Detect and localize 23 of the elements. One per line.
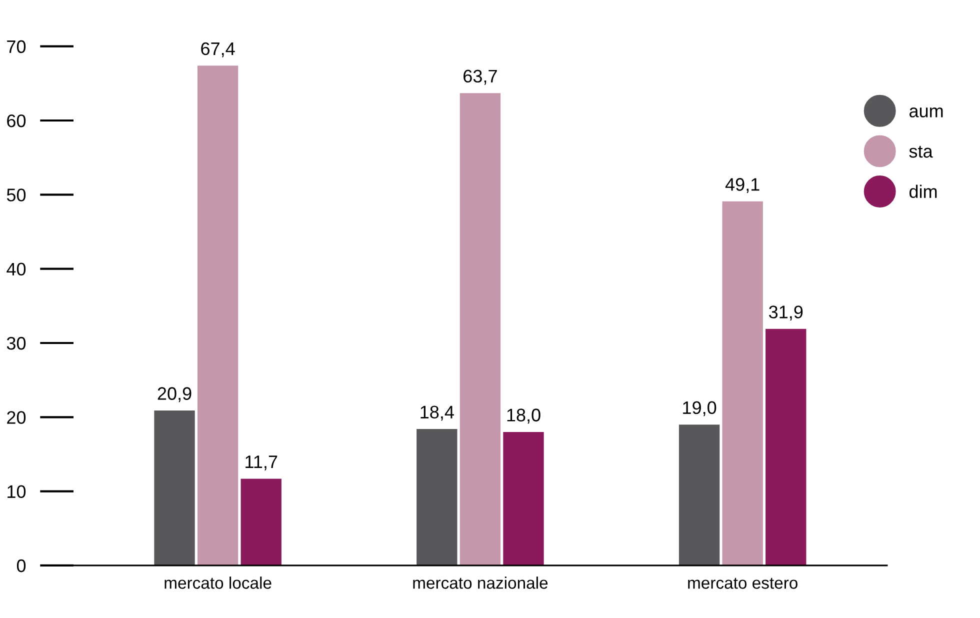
data-label: 18,0 <box>507 408 540 424</box>
data-label: 11,7 <box>246 456 278 470</box>
y-tick-label: 10 <box>8 485 26 498</box>
data-label: 18,4 <box>420 406 454 421</box>
data-label: 67,4 <box>201 42 235 58</box>
x-tick-label: mercato nazionale <box>413 576 548 589</box>
y-tick-label: 60 <box>7 114 26 128</box>
data-label: 20,9 <box>158 387 192 402</box>
y-tick-label: 50 <box>6 188 26 202</box>
y-tick-label: 70 <box>7 40 26 54</box>
x-tick-label: mercato estero <box>688 578 798 589</box>
data-label: 49,1 <box>725 178 760 193</box>
data-label: 63,7 <box>464 70 497 85</box>
data-label: 19,0 <box>683 401 716 416</box>
y-tick-label: 40 <box>6 262 26 276</box>
legend-label: sta <box>909 146 933 158</box>
y-tick-label: 30 <box>6 336 26 350</box>
y-tick-label: 0 <box>16 559 26 572</box>
legend-label: aum <box>910 108 943 118</box>
data-label: 31,9 <box>769 306 803 321</box>
x-tick-label: mercato locale <box>164 576 272 589</box>
y-tick-label: 20 <box>7 411 26 424</box>
legend-label: dim <box>909 184 937 198</box>
